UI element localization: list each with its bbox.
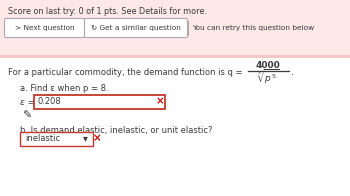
Text: a. Find ε when p = 8.: a. Find ε when p = 8. — [20, 83, 108, 93]
Text: ▾: ▾ — [83, 133, 88, 143]
Text: For a particular commodity, the demand function is q =: For a particular commodity, the demand f… — [8, 67, 243, 76]
Text: Score on last try: 0 of 1 pts. See Details for more.: Score on last try: 0 of 1 pts. See Detai… — [8, 6, 207, 15]
Text: $\sqrt[3]{p^{\,5}}$: $\sqrt[3]{p^{\,5}}$ — [257, 67, 279, 87]
FancyBboxPatch shape — [0, 54, 350, 58]
Text: ×: × — [93, 133, 101, 143]
Text: ε =: ε = — [20, 97, 35, 106]
Text: ↻ Get a similar question: ↻ Get a similar question — [91, 25, 181, 31]
Text: .: . — [291, 67, 294, 77]
Text: > Next question: > Next question — [15, 25, 74, 31]
FancyBboxPatch shape — [34, 94, 164, 109]
Text: ×: × — [156, 96, 164, 106]
FancyBboxPatch shape — [0, 0, 350, 55]
FancyBboxPatch shape — [5, 18, 84, 37]
Text: inelastic: inelastic — [25, 134, 60, 143]
FancyBboxPatch shape — [20, 132, 92, 145]
Text: 4000: 4000 — [256, 61, 280, 70]
Text: You can retry this question below: You can retry this question below — [192, 25, 314, 31]
Text: ✎: ✎ — [22, 111, 32, 121]
Text: b. Is demand elastic, inelastic, or unit elastic?: b. Is demand elastic, inelastic, or unit… — [20, 126, 212, 135]
Text: 0.208: 0.208 — [38, 97, 62, 106]
FancyBboxPatch shape — [84, 18, 188, 37]
